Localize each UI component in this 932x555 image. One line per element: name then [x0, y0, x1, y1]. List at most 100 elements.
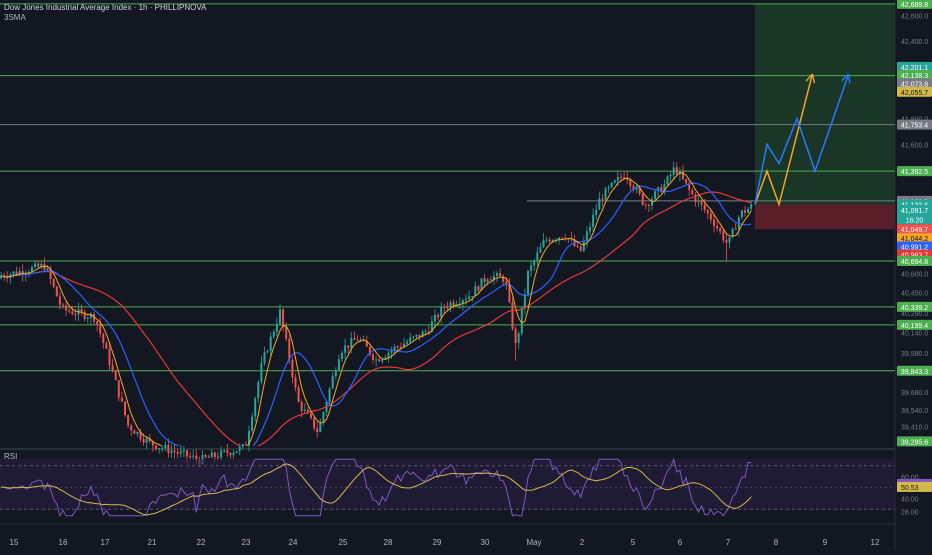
- candle: [734, 223, 737, 230]
- candle: [421, 329, 424, 338]
- candle: [706, 208, 709, 220]
- candle: [682, 165, 684, 181]
- price-tick-label: 40,290.0: [901, 311, 928, 318]
- candle-body: [220, 450, 223, 458]
- candle-body: [415, 334, 418, 337]
- candle: [592, 208, 595, 233]
- candle: [607, 185, 610, 194]
- candle-body: [657, 187, 660, 192]
- projection-arrow-blue: [754, 76, 848, 205]
- candle: [244, 441, 247, 446]
- price-label-box: [897, 86, 932, 97]
- candle-body: [145, 438, 148, 443]
- candle: [117, 379, 120, 402]
- time-tick-label: 29: [433, 538, 442, 547]
- candle: [34, 260, 37, 269]
- candle-body: [263, 352, 266, 363]
- candle: [558, 236, 560, 245]
- candle: [179, 444, 182, 458]
- candle: [303, 403, 306, 415]
- candle-body: [260, 362, 263, 382]
- candle-body: [412, 336, 415, 338]
- candle: [542, 233, 545, 248]
- candle: [647, 203, 650, 213]
- candle: [43, 257, 46, 272]
- candle: [728, 236, 731, 249]
- candle-body: [561, 237, 564, 239]
- candle-body: [37, 263, 40, 267]
- candle-body: [530, 265, 533, 271]
- price-label: 42,689.8: [897, 0, 932, 9]
- candle: [719, 226, 722, 235]
- price-label-box: [897, 166, 932, 177]
- candle-body: [682, 171, 684, 180]
- candle: [530, 261, 533, 277]
- candle-body: [213, 452, 216, 457]
- candle: [328, 386, 331, 407]
- candle-body: [337, 359, 340, 371]
- rsi-label[interactable]: RSI: [4, 452, 18, 461]
- indicator-label[interactable]: 3SMA: [4, 13, 26, 22]
- price-label-box: [897, 204, 932, 215]
- price-tick-label: 39,540.0: [901, 408, 928, 415]
- candle: [86, 315, 89, 324]
- candle: [657, 186, 660, 198]
- candle-body: [93, 313, 95, 322]
- rsi-tick-label: 40.00: [901, 496, 919, 503]
- candle-body: [691, 190, 694, 195]
- candle: [229, 451, 232, 459]
- candle: [694, 192, 697, 207]
- candle: [632, 183, 635, 193]
- price-label: 40,694.8: [897, 256, 932, 267]
- candle-body: [623, 177, 626, 179]
- price-label: 41,753.4: [897, 119, 932, 130]
- candle-body: [74, 314, 77, 316]
- sma-fast-line: [0, 172, 752, 446]
- candle: [37, 261, 40, 268]
- candle: [449, 299, 452, 312]
- candle-body: [722, 231, 725, 241]
- candle-body: [638, 187, 641, 194]
- candle-body: [393, 346, 396, 351]
- candle-body: [176, 452, 179, 454]
- candle: [99, 317, 102, 338]
- price-label: 42,138.3: [897, 69, 932, 80]
- candle: [744, 206, 746, 217]
- candle-body: [384, 357, 387, 360]
- candle-body: [155, 445, 157, 450]
- candle-body: [703, 204, 706, 211]
- candle-body: [589, 226, 591, 232]
- candle-body: [182, 450, 185, 452]
- candle: [375, 355, 378, 367]
- candle-body: [477, 286, 480, 291]
- candle-body: [275, 323, 278, 332]
- candle-body: [334, 370, 337, 377]
- candle: [313, 417, 316, 431]
- candle-body: [18, 271, 21, 275]
- candle-body: [620, 176, 622, 178]
- time-tick-label: 21: [148, 538, 157, 547]
- price-tick-label: 41,600.0: [901, 142, 928, 149]
- target-zone: [755, 3, 895, 205]
- candle-body: [474, 286, 477, 297]
- price-label-text: 42,201.1: [901, 65, 928, 72]
- candle-body: [387, 352, 390, 358]
- candle-body: [310, 413, 312, 418]
- candle-body: [40, 263, 43, 267]
- candle: [145, 436, 148, 450]
- candle-body: [471, 296, 474, 298]
- candle: [167, 438, 170, 458]
- candle: [173, 443, 176, 459]
- candle: [220, 446, 223, 461]
- candle-body: [641, 193, 644, 205]
- candle: [725, 233, 728, 261]
- candle: [285, 322, 288, 342]
- candle: [601, 194, 604, 207]
- price-labels: 42,689.8 42,201.142,138.342,073.8 42,055.7…: [897, 0, 932, 447]
- candle-body: [514, 328, 517, 343]
- rsi-value-box: [897, 481, 932, 492]
- candle-body: [601, 198, 604, 200]
- candle-body: [313, 417, 316, 429]
